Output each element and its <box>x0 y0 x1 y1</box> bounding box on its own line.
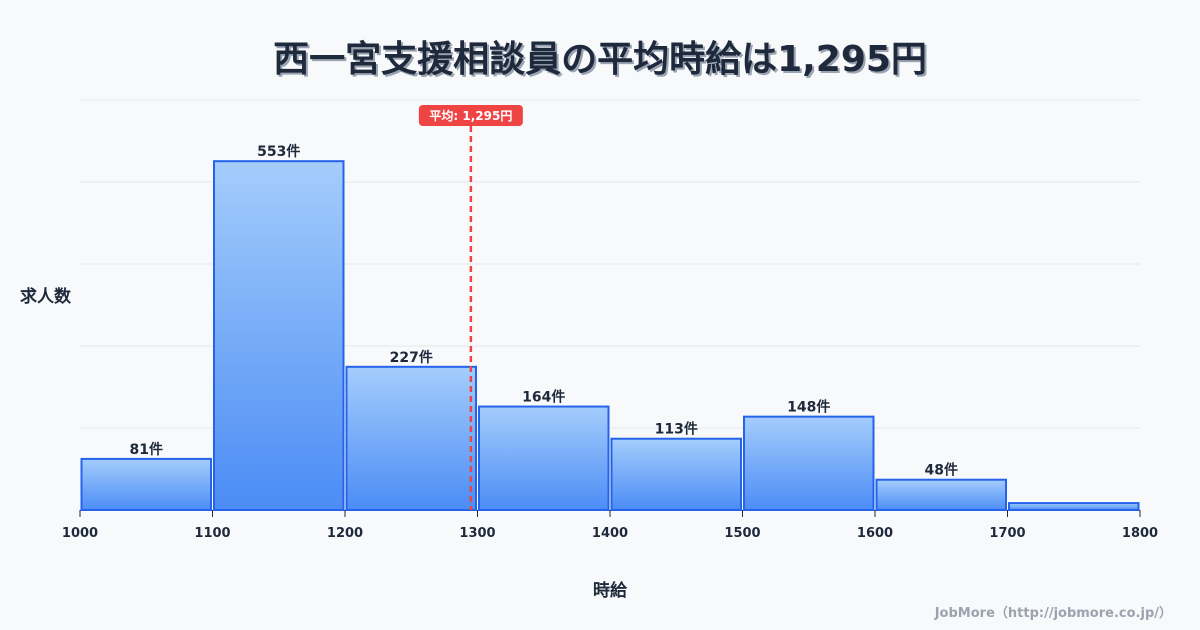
x-tick-label: 1000 <box>62 526 98 541</box>
y-axis-label: 求人数 <box>20 287 71 307</box>
mean-badge-label: 平均: 1,295円 <box>429 108 512 123</box>
x-axis-label: 時給 <box>593 581 627 601</box>
histogram-bar <box>1008 502 1140 511</box>
bar-value-label: 553件 <box>257 143 300 160</box>
histogram-bar <box>875 478 1007 512</box>
bar-value-label: 48件 <box>925 462 958 479</box>
x-tick-label: 1300 <box>459 526 495 541</box>
histogram-bar <box>478 405 610 511</box>
x-tick-label: 1500 <box>724 526 760 541</box>
bar-value-label: 148件 <box>787 399 830 416</box>
histogram-bar <box>610 437 742 512</box>
x-tick-label: 1100 <box>194 526 230 541</box>
bar-value-label: 164件 <box>522 389 565 406</box>
bar-value-label: 81件 <box>130 441 163 458</box>
bar-value-label: 227件 <box>390 349 433 366</box>
chart-title: 西一宮支援相談員の平均時給は1,295円 <box>273 39 927 80</box>
histogram-bar <box>345 365 477 512</box>
x-tick-label: 1700 <box>989 526 1025 541</box>
histogram-bar <box>80 457 212 511</box>
x-tick-label: 1400 <box>592 526 628 541</box>
mean-line: 平均: 1,295円 <box>418 105 523 510</box>
x-axis-ticks: 1000 1100 1200 1300 1400 1500 1600 1700 1800 <box>62 510 1158 541</box>
histogram-bar <box>743 415 875 511</box>
bars: 81件 553件 227件 164件 113件 148件 48件 <box>80 143 1140 512</box>
x-tick-label: 1200 <box>327 526 363 541</box>
x-tick-label: 1600 <box>857 526 893 541</box>
bar-value-label: 113件 <box>655 421 698 438</box>
histogram-bar <box>213 160 345 512</box>
mean-badge <box>418 105 523 126</box>
footer-credit: JobMore（http://jobmore.co.jp/） <box>934 606 1172 621</box>
x-tick-label: 1800 <box>1122 526 1158 541</box>
